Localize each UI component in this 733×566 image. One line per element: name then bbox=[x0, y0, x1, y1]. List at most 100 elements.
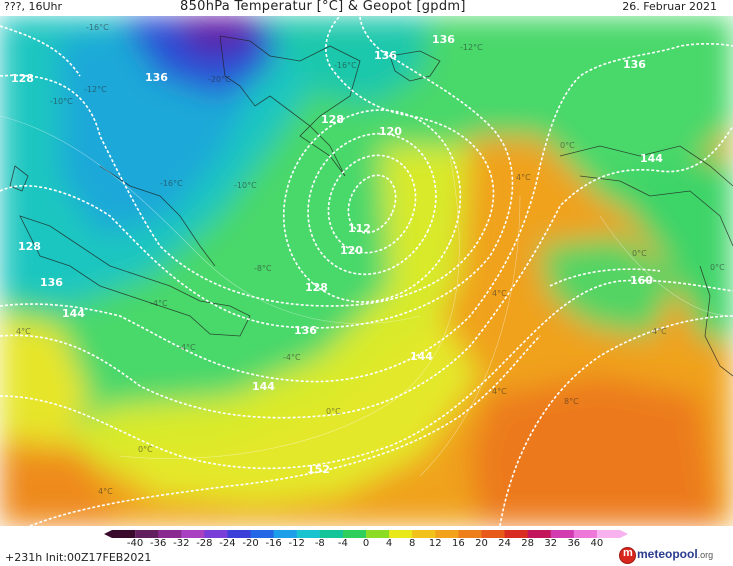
geo-label: 128 bbox=[18, 240, 41, 253]
temp-label: -8°C bbox=[254, 264, 272, 273]
temp-label: -12°C bbox=[84, 85, 107, 94]
geo-label: 144 bbox=[640, 152, 663, 165]
colorbar-cell bbox=[135, 530, 159, 538]
temp-label: -20°C bbox=[208, 75, 231, 84]
colorbar-tick-label: -4 bbox=[337, 538, 348, 549]
colorbar-tick-label: -40 bbox=[126, 538, 144, 549]
colorbar-cell bbox=[573, 530, 598, 538]
temperature-colorbar bbox=[104, 530, 628, 538]
colorbar-cell bbox=[104, 530, 136, 538]
colorbar-cell bbox=[504, 530, 529, 538]
weather-map[interactable]: 128 136 136 136 136 128 120 112 120 128 … bbox=[0, 16, 733, 526]
colorbar-cell bbox=[481, 530, 506, 538]
colorbar-cell bbox=[250, 530, 275, 538]
colorbar-tick-label: 16 bbox=[451, 538, 465, 549]
brand-name: meteopool bbox=[637, 547, 698, 561]
temp-label: 0°C bbox=[138, 445, 153, 454]
geo-label: 136 bbox=[623, 58, 646, 71]
run-info: +231h Init:00Z17FEB2021 bbox=[5, 551, 152, 564]
temp-label: 0°C bbox=[326, 407, 341, 416]
temperature-field bbox=[0, 16, 733, 526]
colorbar-tick-label: 28 bbox=[521, 538, 534, 549]
colorbar-cell bbox=[389, 530, 413, 538]
temp-label: 0°C bbox=[560, 141, 575, 150]
brand-tld: .org bbox=[697, 550, 714, 560]
map-header: ???, 16Uhr 850hPa Temperatur [°C] & Geop… bbox=[0, 0, 733, 16]
colorbar-tick-label: -8 bbox=[314, 538, 325, 549]
temp-label: 4°C bbox=[98, 487, 113, 496]
colorbar-cell bbox=[204, 530, 228, 538]
map-footer: -40 -36 -32 -28 -24 -20 -16 -12 -8 -4 0 4 8 12 16 20 24 2… bbox=[0, 526, 733, 566]
colorbar-cell bbox=[227, 530, 252, 538]
temp-label: 4°C bbox=[492, 289, 507, 298]
geo-label: 128 bbox=[321, 113, 344, 126]
colorbar-tick-label: -20 bbox=[242, 538, 259, 549]
colorbar-cell bbox=[319, 530, 344, 538]
colorbar-cell bbox=[527, 530, 552, 538]
temp-label: -10°C bbox=[50, 97, 73, 106]
colorbar-cell bbox=[550, 530, 575, 538]
meteopool-icon: m bbox=[619, 547, 636, 564]
forecast-date: 26. Februar 2021 bbox=[622, 0, 717, 13]
forecast-time: ???, 16Uhr bbox=[4, 0, 63, 13]
colorbar-cell bbox=[366, 530, 390, 538]
temp-label: -12°C bbox=[460, 43, 483, 52]
temp-label: 4°C bbox=[516, 173, 531, 182]
colorbar-tick-label: 0 bbox=[362, 538, 370, 549]
temp-label: 0°C bbox=[710, 263, 725, 272]
colorbar-tick-label: -16 bbox=[265, 538, 282, 549]
geo-label: 128 bbox=[11, 72, 34, 85]
geo-label: 136 bbox=[40, 276, 63, 289]
colorbar-cell bbox=[435, 530, 459, 538]
colorbar-tick-label: 40 bbox=[590, 538, 604, 549]
temp-label: -10°C bbox=[234, 181, 257, 190]
geo-label: 112 bbox=[348, 222, 371, 235]
colorbar-cell bbox=[273, 530, 298, 538]
colorbar-cell bbox=[296, 530, 321, 538]
geo-label: 136 bbox=[432, 33, 455, 46]
colorbar-tick-label: 36 bbox=[567, 538, 581, 549]
geo-label: 160 bbox=[630, 274, 653, 287]
geopotential-labels: 128 136 136 136 136 128 120 112 120 128 … bbox=[11, 33, 663, 476]
colorbar-tick-label: -36 bbox=[150, 538, 167, 549]
temp-label: 4°C bbox=[16, 327, 31, 336]
colorbar-cell bbox=[181, 530, 205, 538]
geo-label: 136 bbox=[294, 324, 317, 337]
geo-label: 128 bbox=[305, 281, 328, 294]
temp-label: -16°C bbox=[334, 61, 357, 70]
colorbar-cell bbox=[342, 530, 367, 538]
colorbar-tick-label: 32 bbox=[544, 538, 558, 549]
temp-label: -16°C bbox=[86, 23, 109, 32]
colorbar-ticks: -40 -36 -32 -28 -24 -20 -16 -12 -8 -4 0 4 8 12 16 20 24 2… bbox=[104, 538, 628, 552]
geo-label: 144 bbox=[410, 350, 433, 363]
temp-label: 4°C bbox=[652, 327, 667, 336]
colorbar-cell bbox=[158, 530, 182, 538]
colorbar-cell bbox=[596, 530, 628, 538]
temp-label: -4°C bbox=[150, 299, 168, 308]
colorbar-tick-label: -32 bbox=[173, 538, 190, 549]
colorbar-tick-label: -28 bbox=[196, 538, 213, 549]
geo-label: 120 bbox=[379, 125, 402, 138]
geo-label: 120 bbox=[340, 244, 363, 257]
temp-label: 4°C bbox=[492, 387, 507, 396]
colorbar-tick-label: 20 bbox=[475, 538, 488, 549]
temp-label: -16°C bbox=[160, 179, 183, 188]
geo-label: 136 bbox=[374, 49, 397, 62]
colorbar-tick-label: 8 bbox=[408, 538, 416, 549]
geo-label: 144 bbox=[62, 307, 85, 320]
temp-label: 0°C bbox=[632, 249, 647, 258]
temp-label: 8°C bbox=[564, 397, 579, 406]
geopotential-contours bbox=[0, 16, 733, 526]
temp-label: -4°C bbox=[178, 343, 196, 352]
colorbar-tick-label: 24 bbox=[498, 538, 511, 549]
colorbar-cell bbox=[458, 530, 482, 538]
brand-logo[interactable]: m meteopool.org bbox=[619, 546, 731, 564]
map-canvas: 128 136 136 136 136 128 120 112 120 128 … bbox=[0, 16, 733, 526]
colorbar-tick-label: 12 bbox=[428, 538, 442, 549]
geo-label: 144 bbox=[252, 380, 275, 393]
geo-label: 136 bbox=[145, 71, 168, 84]
coastlines bbox=[9, 35, 733, 377]
colorbar-tick-label: -12 bbox=[288, 538, 305, 549]
temp-label: -4°C bbox=[283, 353, 301, 362]
colorbar-tick-label: 4 bbox=[385, 538, 393, 549]
